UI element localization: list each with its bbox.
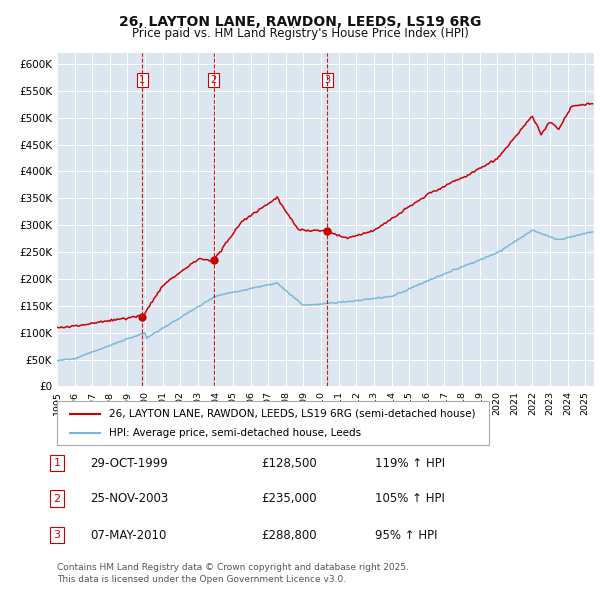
Text: 25-NOV-2003: 25-NOV-2003 — [90, 492, 168, 505]
Text: 26, LAYTON LANE, RAWDON, LEEDS, LS19 6RG: 26, LAYTON LANE, RAWDON, LEEDS, LS19 6RG — [119, 15, 481, 29]
Text: 119% ↑ HPI: 119% ↑ HPI — [375, 457, 445, 470]
Text: Contains HM Land Registry data © Crown copyright and database right 2025.
This d: Contains HM Land Registry data © Crown c… — [57, 563, 409, 584]
Text: £128,500: £128,500 — [261, 457, 317, 470]
Text: £288,800: £288,800 — [261, 529, 317, 542]
Text: HPI: Average price, semi-detached house, Leeds: HPI: Average price, semi-detached house,… — [109, 428, 361, 438]
Text: 3: 3 — [325, 75, 331, 85]
Text: 29-OCT-1999: 29-OCT-1999 — [90, 457, 168, 470]
Text: 1: 1 — [53, 458, 61, 468]
Text: Price paid vs. HM Land Registry's House Price Index (HPI): Price paid vs. HM Land Registry's House … — [131, 27, 469, 40]
Text: 95% ↑ HPI: 95% ↑ HPI — [375, 529, 437, 542]
Text: 07-MAY-2010: 07-MAY-2010 — [90, 529, 166, 542]
Text: 2: 2 — [211, 75, 217, 85]
Text: 26, LAYTON LANE, RAWDON, LEEDS, LS19 6RG (semi-detached house): 26, LAYTON LANE, RAWDON, LEEDS, LS19 6RG… — [109, 409, 475, 418]
Text: 1: 1 — [139, 75, 145, 85]
Text: 105% ↑ HPI: 105% ↑ HPI — [375, 492, 445, 505]
Text: 2: 2 — [53, 494, 61, 503]
Text: £235,000: £235,000 — [261, 492, 317, 505]
Text: 3: 3 — [53, 530, 61, 540]
FancyBboxPatch shape — [57, 401, 489, 445]
